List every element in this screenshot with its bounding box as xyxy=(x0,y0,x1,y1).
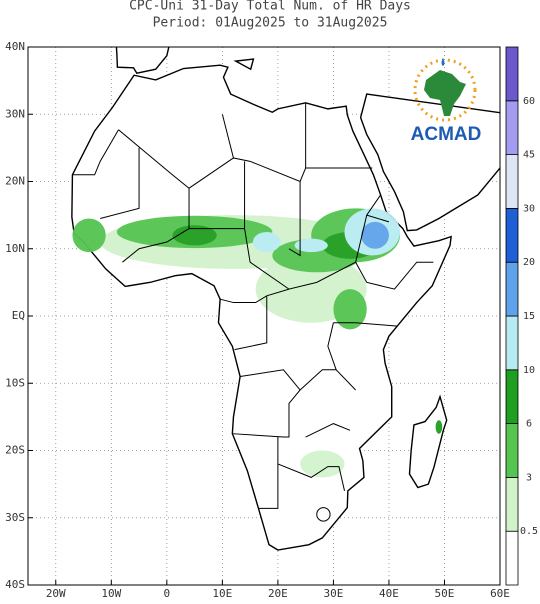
map-area xyxy=(72,47,500,550)
colorbar-label: 3 xyxy=(526,472,532,483)
madagascar-coast xyxy=(409,397,446,488)
y-tick-label: 20S xyxy=(5,444,25,457)
colorbar: 0.5 3 6 10 15 20 30 45 60 xyxy=(505,46,538,586)
country-borders xyxy=(72,103,433,509)
y-tick-label: 40S xyxy=(5,578,25,591)
colorbar-segment xyxy=(505,315,519,371)
colorbar-segment xyxy=(505,530,519,586)
x-tick-label: 40E xyxy=(379,587,399,600)
colorbar-segment xyxy=(505,207,519,263)
title-line: CPC-Uni 31-Day Total Num. of HR Days xyxy=(129,0,411,14)
colorbar-label: 45 xyxy=(523,150,535,161)
colorbar-segment xyxy=(505,423,519,478)
colorbar-segment xyxy=(505,46,519,102)
subtitle-line: Period: 01Aug2025 to 31Aug2025 xyxy=(153,16,388,31)
y-tick-label: 20N xyxy=(5,175,25,188)
y-tick-label: EQ xyxy=(12,309,25,322)
logo-text: ACMAD xyxy=(411,124,482,145)
colorbar-segment xyxy=(505,154,519,209)
tick-labels: 20W 10W 0 10E 20E 30E 40E 50E 60E 40N 30N 20N 10N EQ 1… xyxy=(5,40,510,600)
y-tick-label: 10S xyxy=(5,376,25,389)
y-tick-label: 30S xyxy=(5,511,25,524)
colorbar-segment xyxy=(505,261,519,317)
geography xyxy=(72,47,500,550)
lesotho xyxy=(317,508,330,521)
colorbar-label: 10 xyxy=(523,365,535,376)
x-tick-label: 20W xyxy=(46,587,66,600)
x-tick-label: 0 xyxy=(164,587,171,600)
x-tick-label: 20E xyxy=(268,587,288,600)
y-tick-label: 40N xyxy=(5,40,25,53)
colorbar-label: 6 xyxy=(526,419,532,430)
colorbar-segment xyxy=(505,100,519,156)
x-tick-label: 60E xyxy=(490,587,510,600)
colorbar-label: 20 xyxy=(523,257,535,268)
colorbar-segment xyxy=(505,369,519,424)
europe-coast xyxy=(115,47,184,73)
colorbar-segment xyxy=(505,476,519,532)
y-tick-label: 30N xyxy=(5,107,25,120)
x-tick-label: 10E xyxy=(212,587,232,600)
colorbar-label: 15 xyxy=(523,311,535,322)
colorbar-label: 0.5 xyxy=(520,526,538,537)
acmad-logo: ACMAD xyxy=(411,58,482,145)
x-tick-label: 10W xyxy=(101,587,121,600)
colorbar-label: 60 xyxy=(523,96,535,107)
y-tick-label: 10N xyxy=(5,242,25,255)
africa-coast xyxy=(72,65,451,550)
arabia-coast xyxy=(361,94,500,231)
x-tick-label: 30E xyxy=(323,587,343,600)
italy-coast xyxy=(236,59,254,69)
x-tick-label: 50E xyxy=(435,587,455,600)
colorbar-label: 30 xyxy=(523,203,535,214)
